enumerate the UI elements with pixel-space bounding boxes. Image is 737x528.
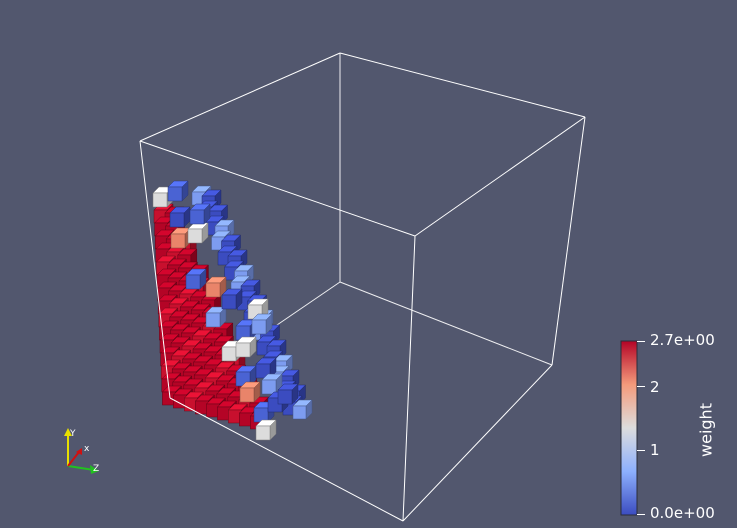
voxel-face <box>170 233 186 249</box>
z-axis-line <box>67 465 95 471</box>
voxel-face <box>167 186 183 202</box>
colorbar-min-label: 0.0e+00 <box>650 504 715 522</box>
y-axis-arrow <box>64 428 72 436</box>
voxel-face <box>292 405 307 420</box>
voxel-face <box>169 212 185 228</box>
voxel-face <box>205 312 221 328</box>
colorbar-tick-min <box>637 514 645 515</box>
colorbar-gradient <box>620 340 638 516</box>
voxel-face <box>189 209 205 225</box>
x-axis-line <box>67 451 80 467</box>
outline-box-front <box>139 52 586 522</box>
x-axis-label: x <box>84 444 90 454</box>
voxel-face <box>261 379 277 395</box>
voxel-face <box>152 192 168 208</box>
voxel-face <box>187 228 203 244</box>
z-axis-label: Z <box>93 464 99 474</box>
colorbar-tick-2 <box>637 386 645 387</box>
voxel-face <box>221 346 237 362</box>
voxel-face <box>221 294 237 310</box>
voxel-face <box>185 274 201 290</box>
y-axis-label: Y <box>69 429 76 439</box>
orientation-axes-widget: Y Z x <box>64 428 99 474</box>
voxel-face <box>255 363 271 379</box>
colorbar-tick-label-1: 1 <box>650 441 660 459</box>
colorbar-max-label: 2.7e+00 <box>650 331 715 349</box>
colorbar-title: weight <box>696 403 716 457</box>
colorbar-tick-1 <box>637 450 645 451</box>
colorbar-tick-label-2: 2 <box>650 378 660 396</box>
colorbar-tick-max <box>637 341 645 342</box>
voxel-face <box>239 387 255 403</box>
voxel-face <box>277 389 293 405</box>
voxel-data-cluster[interactable] <box>152 180 313 441</box>
voxel-face <box>255 425 271 441</box>
voxel-face <box>251 319 267 335</box>
x-axis-arrow <box>76 448 82 455</box>
z-axis-arrow <box>90 465 99 474</box>
voxel-face <box>235 342 251 358</box>
voxel-face <box>205 282 221 298</box>
